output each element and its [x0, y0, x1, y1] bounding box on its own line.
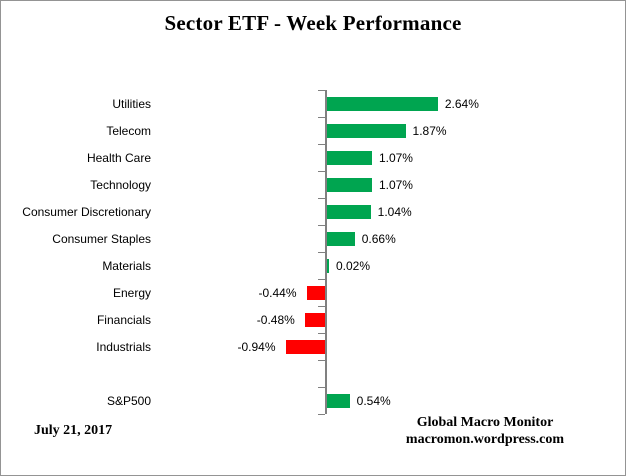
- bar: [327, 258, 329, 273]
- bar: [304, 312, 325, 327]
- attribution-source-name: Global Macro Monitor: [416, 415, 554, 430]
- category-label: Technology: [90, 177, 151, 192]
- category-label: Industrials: [96, 339, 151, 354]
- axis-tick: [318, 279, 325, 280]
- value-label: 0.66%: [361, 231, 396, 246]
- axis-tick: [318, 387, 325, 388]
- axis-tick: [318, 90, 325, 91]
- bar: [327, 123, 406, 138]
- axis-tick: [318, 117, 325, 118]
- value-label: -0.44%: [258, 285, 297, 300]
- bar: [327, 204, 371, 219]
- axis-tick: [318, 252, 325, 253]
- footer-attribution: Global Macro Monitor macromon.wordpress.…: [375, 414, 595, 448]
- category-label: Energy: [112, 285, 151, 300]
- bar: [306, 285, 325, 300]
- value-label: -0.48%: [256, 312, 295, 327]
- value-label: 0.54%: [356, 393, 391, 408]
- bar: [327, 96, 438, 111]
- category-label: Materials: [102, 258, 151, 273]
- category-label: Consumer Discretionary: [22, 204, 151, 219]
- category-label: Utilities: [112, 96, 151, 111]
- axis-tick: [318, 144, 325, 145]
- value-label: 1.87%: [412, 123, 447, 138]
- category-label: Health Care: [86, 150, 151, 165]
- attribution-url: macromon.wordpress.com: [405, 432, 565, 447]
- value-label: 0.02%: [336, 258, 371, 273]
- category-label: Financials: [96, 312, 151, 327]
- axis-tick: [318, 225, 325, 226]
- bar: [327, 177, 372, 192]
- axis-tick: [318, 360, 325, 361]
- axis-tick: [318, 306, 325, 307]
- value-label: -0.94%: [237, 339, 276, 354]
- bar: [285, 339, 325, 354]
- category-label: S&P500: [106, 393, 151, 408]
- category-label: Consumer Staples: [52, 231, 151, 246]
- bar: [327, 393, 350, 408]
- axis-tick: [318, 414, 325, 415]
- chart-title: Sector ETF - Week Performance: [164, 11, 462, 35]
- value-axis-line: [325, 90, 327, 414]
- value-label: 1.04%: [377, 204, 412, 219]
- bar: [327, 231, 355, 246]
- footer-date: July 21, 2017: [34, 423, 113, 438]
- axis-tick: [318, 333, 325, 334]
- axis-tick: [318, 198, 325, 199]
- category-label: Telecom: [106, 123, 151, 138]
- axis-tick: [318, 171, 325, 172]
- bar: [327, 150, 372, 165]
- value-label: 2.64%: [444, 96, 479, 111]
- value-label: 1.07%: [378, 150, 413, 165]
- value-label: 1.07%: [378, 177, 413, 192]
